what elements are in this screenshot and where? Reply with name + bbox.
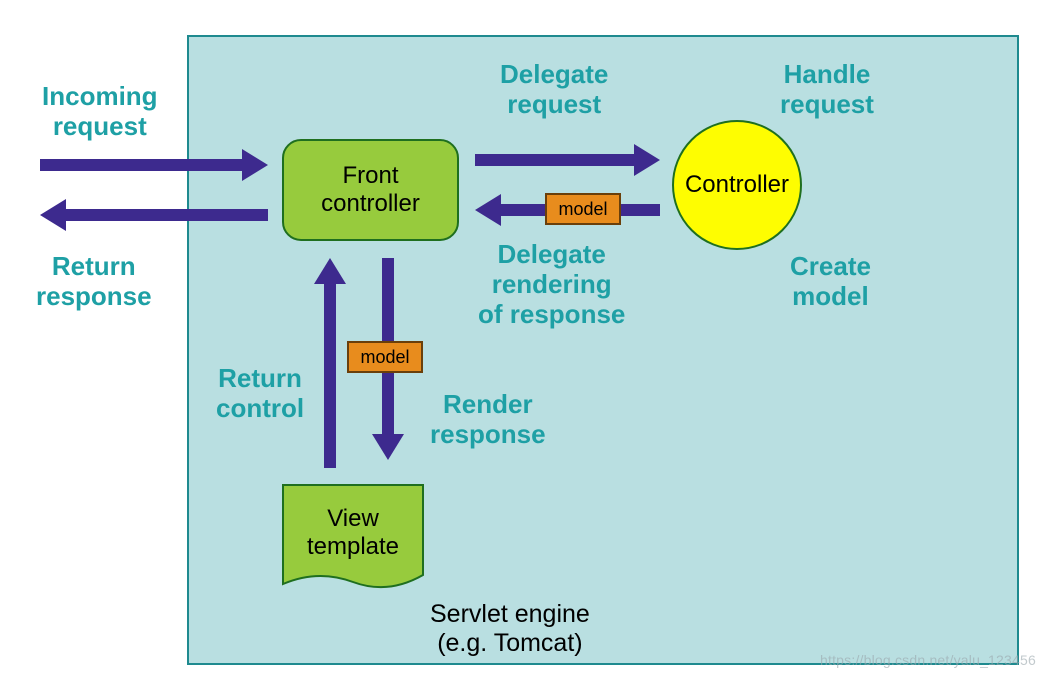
watermark-text: https://blog.csdn.net/yalu_123456	[820, 652, 1036, 668]
label-incoming-request: Incoming request	[42, 82, 158, 142]
model-tag-down: model	[348, 342, 422, 372]
label-return-control: Return control	[216, 364, 304, 424]
label-handle-request: Handle request	[780, 60, 874, 120]
view-template-label: View template	[283, 491, 423, 575]
label-delegate-rendering: Delegate rendering of response	[478, 240, 625, 330]
label-delegate-request: Delegate request	[500, 60, 608, 120]
servlet-engine-caption: Servlet engine (e.g. Tomcat)	[430, 600, 590, 658]
controller-label: Controller	[673, 121, 801, 249]
model-tag-right: model	[546, 194, 620, 224]
label-return-response: Return response	[36, 252, 152, 312]
diagram-stage: Front controller Controller View templat…	[0, 0, 1056, 678]
front-controller-label: Front controller	[283, 140, 458, 240]
label-render-response: Render response	[430, 390, 546, 450]
label-create-model: Create model	[790, 252, 871, 312]
